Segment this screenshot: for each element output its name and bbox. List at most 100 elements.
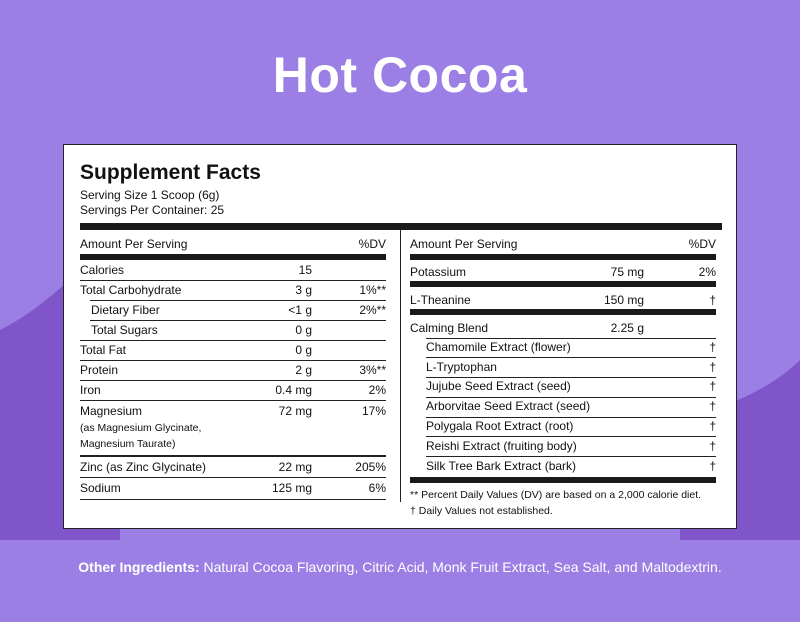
- row-rule: [426, 417, 716, 418]
- row-rule: [426, 456, 716, 457]
- blend-item-name: Silk Tree Bark Extract (bark): [426, 459, 577, 473]
- left-header-dv: %DV: [358, 237, 386, 251]
- nutrient-row-sodium: Sodium 125 mg 6%: [80, 480, 386, 496]
- blend-item-name: Chamomile Extract (flower): [426, 340, 571, 354]
- blend-item-reishi: Reishi Extract (fruiting body) †: [426, 438, 716, 454]
- nutrient-name: Potassium: [410, 265, 467, 279]
- row-rule: [80, 400, 386, 401]
- right-header-amount: Amount Per Serving: [410, 237, 518, 251]
- potassium-rule: [410, 281, 716, 287]
- nutrient-dv: 6%: [368, 481, 386, 495]
- blend-item-silk-tree: Silk Tree Bark Extract (bark) †: [426, 458, 716, 474]
- row-rule: [90, 300, 386, 301]
- blend-item-dv: †: [709, 340, 716, 354]
- nutrient-amount: 125 mg: [271, 481, 312, 495]
- nutrient-name: Total Fat: [80, 343, 127, 357]
- nutrient-name: Dietary Fiber: [91, 303, 160, 317]
- nutrient-dv: 2%: [698, 265, 716, 279]
- row-rule: [426, 436, 716, 437]
- nutrient-row-magnesium: Magnesium 72 mg 17%: [80, 403, 386, 419]
- blend-item-dv: †: [709, 399, 716, 413]
- nutrient-row-total-carbohydrate: Total Carbohydrate 3 g 1%**: [80, 282, 386, 298]
- page-title: Hot Cocoa: [272, 47, 528, 103]
- footnote-dv: ** Percent Daily Values (DV) are based o…: [410, 489, 702, 501]
- nutrient-amount: 0 g: [295, 323, 312, 337]
- row-rule: [80, 360, 386, 361]
- blend-item-dv: †: [709, 379, 716, 393]
- row-rule: [426, 377, 716, 378]
- nutrient-name: Calories: [80, 263, 125, 277]
- left-header-amount: Amount Per Serving: [80, 237, 188, 251]
- other-ingredients-label: Other Ingredients:: [78, 559, 200, 575]
- blend-item-dv: †: [709, 439, 716, 453]
- other-ingredients-text: Natural Cocoa Flavoring, Citric Acid, Mo…: [199, 559, 722, 575]
- nutrient-name: Total Sugars: [91, 323, 158, 337]
- nutrient-amount: 15: [298, 263, 312, 277]
- nutrient-dv: 2%: [368, 383, 386, 397]
- nutrient-row-total-sugars: Total Sugars 0 g: [80, 322, 386, 338]
- row-rule: [426, 397, 716, 398]
- supplement-facts-panel: Supplement Facts Serving Size 1 Scoop (6…: [63, 144, 737, 529]
- blend-item-dv: †: [709, 459, 716, 473]
- row-rule: [80, 340, 386, 341]
- row-rule: [80, 477, 386, 478]
- nutrient-amount: 0 g: [295, 343, 312, 357]
- nutrient-row-l-theanine: L-Theanine 150 mg †: [410, 292, 716, 308]
- nutrient-row-zinc: Zinc (as Zinc Glycinate) 22 mg 205%: [80, 459, 386, 475]
- nutrient-amount: 2.25 g: [610, 321, 644, 335]
- blend-item-name: Reishi Extract (fruiting body): [426, 439, 577, 453]
- row-rule: [80, 280, 386, 281]
- nutrient-row-total-fat: Total Fat 0 g: [80, 342, 386, 358]
- nutrient-dv: 205%: [355, 460, 386, 474]
- nutrient-dv: 3%**: [359, 363, 386, 377]
- blend-item-dv: †: [709, 360, 716, 374]
- blend-item-name: Arborvitae Seed Extract (seed): [426, 399, 591, 413]
- blend-item-l-tryptophan: L-Tryptophan †: [426, 359, 716, 375]
- footnote-dagger: † Daily Values not established.: [410, 505, 553, 517]
- blend-item-name: Jujube Seed Extract (seed): [426, 379, 571, 393]
- row-rule: [90, 320, 386, 321]
- row-rule: [80, 380, 386, 381]
- nutrient-row-calories: Calories 15: [80, 262, 386, 278]
- nutrient-dv: 2%**: [359, 303, 386, 317]
- row-rule: [80, 455, 386, 457]
- nutrient-amount: 72 mg: [278, 404, 312, 418]
- facts-heading: Supplement Facts: [80, 161, 261, 184]
- column-divider: [400, 230, 401, 502]
- nutrient-name: Iron: [80, 383, 101, 397]
- nutrient-amount: 0.4 mg: [275, 383, 312, 397]
- blend-item-jujube: Jujube Seed Extract (seed) †: [426, 378, 716, 394]
- nutrient-amount: <1 g: [288, 303, 312, 317]
- nutrient-dv: †: [709, 293, 716, 307]
- row-rule: [80, 499, 386, 500]
- magnesium-note-line-2: Magnesium Taurate): [80, 438, 176, 450]
- nutrient-name: Sodium: [80, 481, 121, 495]
- nutrient-dv: 1%**: [359, 283, 386, 297]
- nutrient-name: L-Theanine: [410, 293, 471, 307]
- left-header-rule: [80, 254, 386, 260]
- blend-item-polygala: Polygala Root Extract (root) †: [426, 418, 716, 434]
- nutrient-amount: 150 mg: [603, 293, 644, 307]
- nutrient-row-dietary-fiber: Dietary Fiber <1 g 2%**: [80, 302, 386, 318]
- nutrient-amount: 22 mg: [278, 460, 312, 474]
- blend-item-arborvitae: Arborvitae Seed Extract (seed) †: [426, 398, 716, 414]
- row-rule: [426, 357, 716, 358]
- top-thick-rule: [80, 223, 722, 230]
- l-theanine-rule: [410, 309, 716, 315]
- nutrient-dv: 17%: [361, 404, 386, 418]
- blend-bottom-rule: [410, 477, 716, 483]
- right-header-dv: %DV: [688, 237, 716, 251]
- blend-item-name: L-Tryptophan: [426, 360, 497, 374]
- nutrient-name: Total Carbohydrate: [80, 283, 182, 297]
- nutrient-amount: 75 mg: [610, 265, 644, 279]
- blend-item-chamomile: Chamomile Extract (flower) †: [426, 339, 716, 355]
- serving-size: Serving Size 1 Scoop (6g): [80, 188, 220, 202]
- row-rule: [426, 338, 716, 339]
- magnesium-note-line-1: (as Magnesium Glycinate,: [80, 422, 202, 434]
- nutrient-row-protein: Protein 2 g 3%**: [80, 362, 386, 378]
- blend-item-dv: †: [709, 419, 716, 433]
- right-header-rule: [410, 254, 716, 260]
- nutrient-row-calming-blend: Calming Blend 2.25 g: [410, 320, 716, 336]
- nutrient-amount: 2 g: [295, 363, 312, 377]
- servings-per-container: Servings Per Container: 25: [80, 203, 225, 217]
